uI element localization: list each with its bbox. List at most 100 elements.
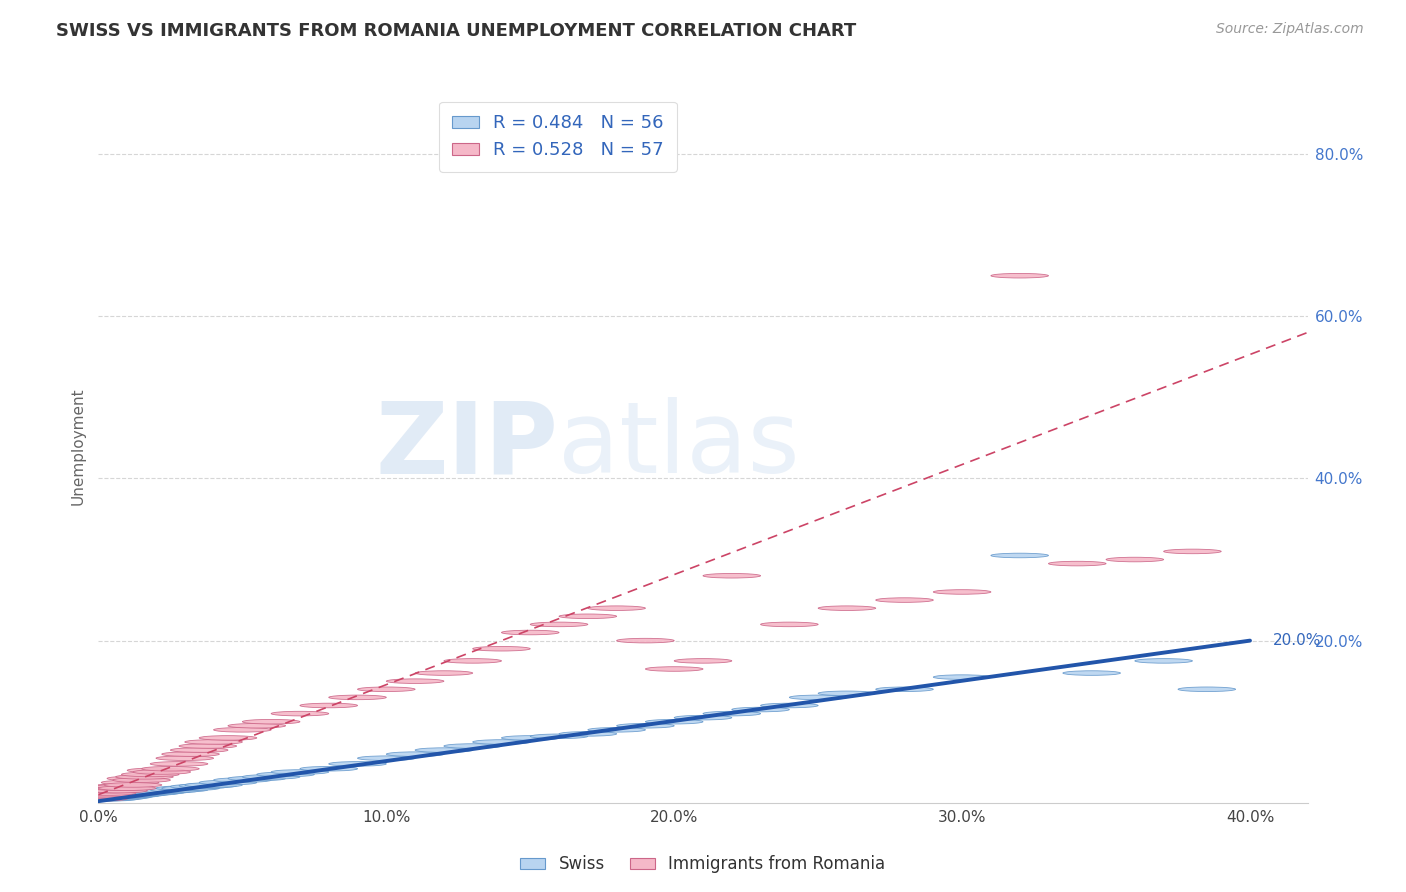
- Ellipse shape: [645, 720, 703, 724]
- Ellipse shape: [73, 789, 131, 793]
- Ellipse shape: [104, 782, 162, 788]
- Ellipse shape: [991, 553, 1049, 558]
- Ellipse shape: [271, 711, 329, 716]
- Ellipse shape: [104, 792, 162, 797]
- Ellipse shape: [761, 622, 818, 627]
- Ellipse shape: [214, 778, 271, 782]
- Ellipse shape: [115, 774, 173, 779]
- Ellipse shape: [242, 720, 299, 724]
- Ellipse shape: [1049, 561, 1107, 566]
- Ellipse shape: [70, 792, 127, 797]
- Ellipse shape: [90, 789, 148, 793]
- Ellipse shape: [387, 679, 444, 683]
- Y-axis label: Unemployment: Unemployment: [70, 387, 86, 505]
- Ellipse shape: [200, 780, 257, 785]
- Ellipse shape: [142, 766, 200, 771]
- Ellipse shape: [502, 631, 560, 635]
- Ellipse shape: [703, 711, 761, 716]
- Ellipse shape: [142, 789, 200, 793]
- Ellipse shape: [170, 784, 228, 789]
- Ellipse shape: [90, 794, 148, 798]
- Ellipse shape: [87, 784, 145, 789]
- Text: 20.0%: 20.0%: [1272, 633, 1322, 648]
- Ellipse shape: [184, 739, 242, 744]
- Ellipse shape: [93, 795, 150, 799]
- Ellipse shape: [415, 671, 472, 675]
- Ellipse shape: [156, 756, 214, 761]
- Ellipse shape: [415, 747, 472, 752]
- Text: Source: ZipAtlas.com: Source: ZipAtlas.com: [1216, 22, 1364, 37]
- Ellipse shape: [472, 739, 530, 744]
- Legend: Swiss, Immigrants from Romania: Swiss, Immigrants from Romania: [513, 849, 893, 880]
- Ellipse shape: [96, 794, 153, 798]
- Ellipse shape: [271, 770, 329, 774]
- Ellipse shape: [789, 695, 846, 699]
- Ellipse shape: [214, 728, 271, 732]
- Ellipse shape: [444, 744, 502, 748]
- Ellipse shape: [588, 606, 645, 610]
- Ellipse shape: [991, 274, 1049, 278]
- Ellipse shape: [121, 791, 179, 796]
- Ellipse shape: [934, 590, 991, 594]
- Ellipse shape: [82, 789, 139, 793]
- Ellipse shape: [76, 792, 134, 797]
- Text: atlas: atlas: [558, 398, 800, 494]
- Ellipse shape: [1164, 549, 1222, 554]
- Text: SWISS VS IMMIGRANTS FROM ROMANIA UNEMPLOYMENT CORRELATION CHART: SWISS VS IMMIGRANTS FROM ROMANIA UNEMPLO…: [56, 22, 856, 40]
- Ellipse shape: [184, 782, 242, 788]
- Ellipse shape: [179, 744, 236, 748]
- Ellipse shape: [560, 614, 617, 618]
- Ellipse shape: [79, 791, 136, 796]
- Ellipse shape: [84, 795, 142, 799]
- Ellipse shape: [150, 762, 208, 766]
- Ellipse shape: [387, 752, 444, 756]
- Ellipse shape: [242, 774, 299, 779]
- Ellipse shape: [357, 756, 415, 761]
- Ellipse shape: [96, 784, 153, 789]
- Ellipse shape: [112, 791, 170, 797]
- Ellipse shape: [329, 695, 387, 699]
- Ellipse shape: [82, 797, 139, 801]
- Ellipse shape: [73, 797, 131, 801]
- Ellipse shape: [530, 622, 588, 627]
- Ellipse shape: [73, 791, 131, 796]
- Ellipse shape: [112, 778, 170, 782]
- Ellipse shape: [1135, 658, 1192, 663]
- Ellipse shape: [617, 639, 675, 643]
- Ellipse shape: [93, 786, 150, 790]
- Ellipse shape: [98, 786, 156, 790]
- Ellipse shape: [115, 791, 173, 796]
- Ellipse shape: [876, 687, 934, 691]
- Ellipse shape: [228, 723, 285, 728]
- Ellipse shape: [162, 786, 219, 790]
- Ellipse shape: [101, 780, 159, 785]
- Ellipse shape: [134, 789, 191, 794]
- Ellipse shape: [299, 766, 357, 771]
- Ellipse shape: [588, 728, 645, 732]
- Ellipse shape: [818, 606, 876, 610]
- Ellipse shape: [87, 796, 145, 800]
- Ellipse shape: [560, 731, 617, 736]
- Ellipse shape: [156, 786, 214, 790]
- Ellipse shape: [127, 790, 184, 795]
- Ellipse shape: [299, 703, 357, 707]
- Ellipse shape: [70, 797, 127, 801]
- Text: ZIP: ZIP: [375, 398, 558, 494]
- Ellipse shape: [617, 723, 675, 728]
- Ellipse shape: [79, 796, 136, 800]
- Ellipse shape: [228, 776, 285, 780]
- Ellipse shape: [107, 776, 165, 780]
- Ellipse shape: [170, 747, 228, 752]
- Ellipse shape: [98, 793, 156, 797]
- Ellipse shape: [530, 734, 588, 739]
- Ellipse shape: [179, 783, 236, 788]
- Ellipse shape: [675, 715, 731, 720]
- Ellipse shape: [645, 666, 703, 672]
- Ellipse shape: [761, 703, 818, 707]
- Ellipse shape: [76, 797, 134, 801]
- Ellipse shape: [121, 772, 179, 777]
- Ellipse shape: [1107, 558, 1164, 562]
- Ellipse shape: [134, 770, 191, 774]
- Ellipse shape: [257, 772, 315, 777]
- Ellipse shape: [703, 574, 761, 578]
